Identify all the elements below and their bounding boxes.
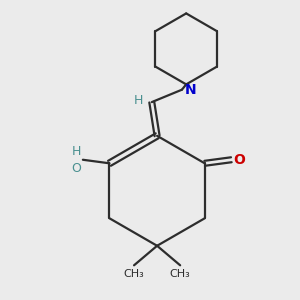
Text: O: O <box>233 153 245 167</box>
Text: O: O <box>71 161 81 175</box>
Text: CH₃: CH₃ <box>124 269 144 279</box>
Text: N: N <box>184 83 196 97</box>
Text: H: H <box>72 145 81 158</box>
Text: CH₃: CH₃ <box>170 269 190 279</box>
Text: H: H <box>134 94 143 107</box>
